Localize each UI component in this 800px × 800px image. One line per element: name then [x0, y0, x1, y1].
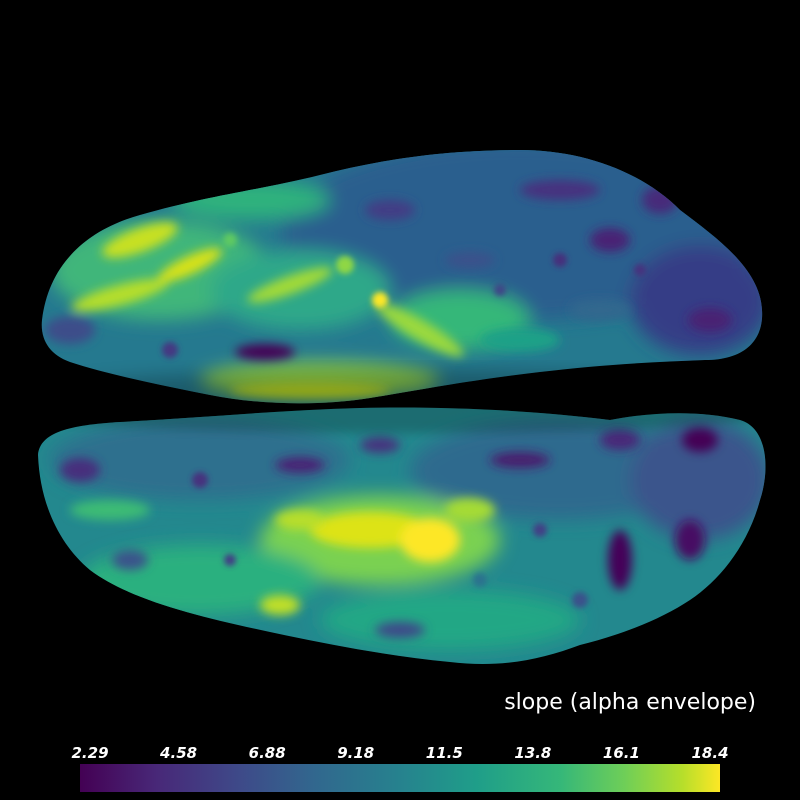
- colorbar-tick-labels: 2.29 4.58 6.88 9.18 11.5 13.8 16.1 18.4: [0, 744, 800, 764]
- colorbar-tick-label: 18.4: [691, 744, 729, 762]
- colorbar-title: slope (alpha envelope): [504, 690, 756, 715]
- upper-hemisphere[interactable]: [30, 140, 770, 420]
- colorbar-tick-label: 11.5: [425, 744, 463, 762]
- colorbar-tick-label: 13.8: [514, 744, 552, 762]
- colorbar-tick-label: 6.88: [248, 744, 286, 762]
- lower-hemisphere[interactable]: [30, 397, 775, 675]
- colorbar-tick-label: 16.1: [602, 744, 640, 762]
- colorbar-tick-label: 9.18: [337, 744, 375, 762]
- colorbar: [80, 764, 720, 792]
- colorbar-tick-label: 2.29: [71, 744, 109, 762]
- colorbar-tick-label: 4.58: [160, 744, 198, 762]
